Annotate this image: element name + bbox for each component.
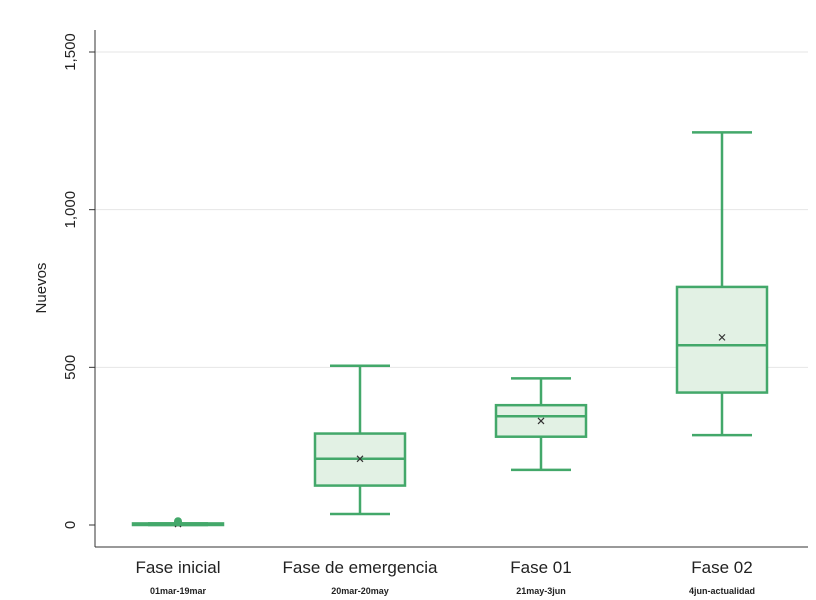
x-category-label: Fase 01 — [510, 558, 571, 577]
x-category-subtitle: 20mar-20may — [331, 586, 389, 596]
y-axis-label: Nuevos — [33, 263, 50, 314]
x-labels: Fase inicial 01mar-19mar Fase de emergenci… — [135, 558, 755, 596]
y-ticks: 0 500 1,000 1,500 — [62, 33, 95, 529]
y-tick-label: 0 — [62, 521, 79, 529]
mean-marker — [537, 417, 545, 425]
boxes — [131, 131, 769, 528]
x-category-subtitle: 4jun-actualidad — [689, 586, 755, 596]
box-1 — [131, 517, 225, 528]
iqr-box — [494, 403, 588, 438]
y-tick-label: 1,500 — [62, 33, 79, 71]
x-category-label: Fase 02 — [691, 558, 752, 577]
y-tick-label: 500 — [62, 355, 79, 380]
x-category-subtitle: 01mar-19mar — [150, 586, 207, 596]
y-tick-label: 1,000 — [62, 191, 79, 229]
box-4 — [675, 131, 769, 437]
mean-marker — [718, 333, 726, 341]
box-3 — [494, 377, 588, 472]
x-category-label: Fase inicial — [135, 558, 220, 577]
box-2 — [313, 364, 407, 516]
mean-marker — [356, 455, 364, 463]
x-category-subtitle: 21may-3jun — [516, 586, 566, 596]
x-category-label: Fase de emergencia — [283, 558, 439, 577]
axes — [94, 30, 808, 548]
outlier-point — [174, 517, 182, 526]
iqr-box — [675, 285, 769, 394]
